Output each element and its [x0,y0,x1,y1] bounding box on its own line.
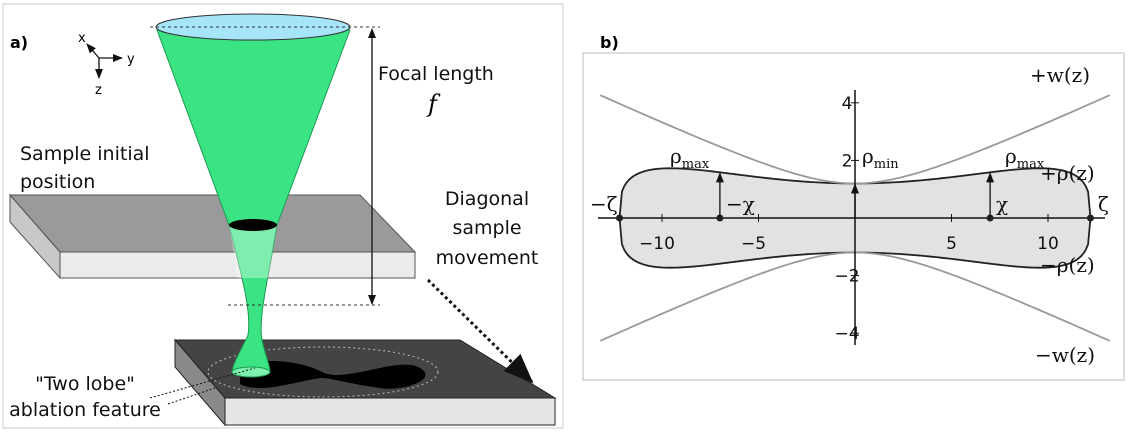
axis-z-label: z [95,83,102,98]
rho-min-label-sub: min [874,157,899,172]
rho-max-label-sub: max [682,157,710,172]
x-tick-label: 10 [1037,234,1059,254]
figure: a) x y z Focal length f Sample initial p… [0,0,1133,432]
minus-w-label: −w(z) [1035,343,1095,367]
x-tick-label: −5 [741,234,766,254]
spot-focus [232,367,270,377]
diagonal-label: movement [436,247,539,269]
y-tick-label: −2 [834,267,859,287]
rho-min-label-symbol: ρ [862,144,874,168]
plus-w-label: +w(z) [1030,63,1090,87]
diagonal-label: sample [452,217,521,239]
spot-initial [229,219,277,231]
zeta-label: ζ [1098,192,1109,216]
minus-zeta-label: −ζ [590,192,618,216]
x-axis-arrow [87,44,99,58]
rho-max-label-symbol: ρ [670,144,682,168]
diagonal-label: Diagonal [445,188,529,210]
focal-length-label: Focal length [378,63,494,85]
rho-max-label-sub: max [1017,157,1045,172]
panel-label: b) [600,33,619,52]
axis-y-label: y [127,52,135,67]
sample-initial-label: position [20,171,95,193]
minus-chi-label: −χ [726,192,755,216]
y-tick-label: −4 [834,324,859,344]
x-tick-label: −10 [639,234,675,254]
panel-label: a) [10,33,28,52]
lower-plate-front [225,398,555,425]
y-tick-label: 2 [842,151,853,171]
plus-rho-label: +ρ(z) [1040,161,1095,185]
marker-dot [1087,215,1094,222]
axis-icon [87,44,122,78]
chi-label: χ [996,192,1008,216]
axis-x-label: x [78,31,86,46]
plate-top [10,195,415,252]
x-tick-label: 5 [946,234,957,254]
y-tick-label: 4 [842,94,853,114]
feature-label: ablation feature [9,399,161,421]
focal-symbol: f [426,90,441,118]
minus-rho-label: −ρ(z) [1040,253,1095,277]
sample-initial-label: Sample initial [20,143,150,165]
feature-label: "Two lobe" [35,373,135,395]
rho-max-label-symbol: ρ [1005,144,1017,168]
